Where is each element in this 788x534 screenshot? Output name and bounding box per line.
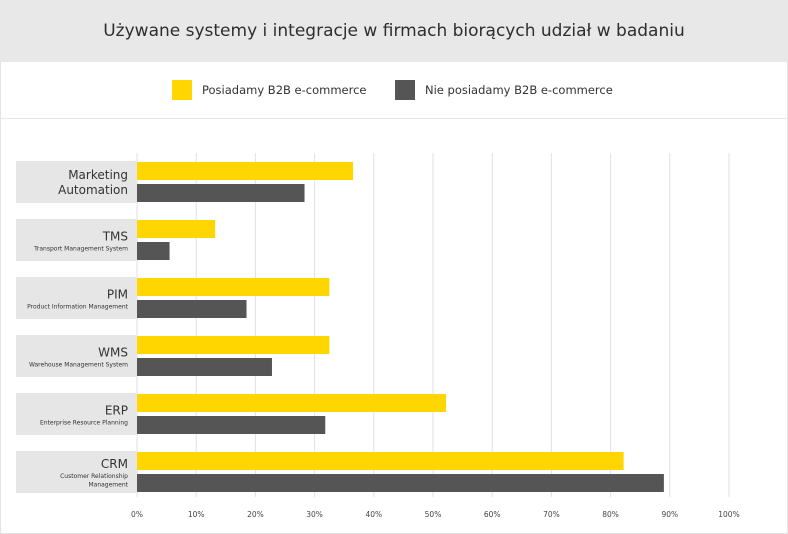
category-sublabel: Transport Management System	[33, 245, 128, 252]
x-tick-label: 80%	[602, 510, 619, 519]
title-bar: Używane systemy i integracje w firmach b…	[0, 0, 788, 62]
category-band	[16, 277, 137, 319]
chart-title: Używane systemy i integracje w firmach b…	[103, 21, 685, 41]
category-label: PIM	[107, 287, 128, 301]
category-sublabel: Enterprise Resource Planning	[40, 419, 128, 426]
bar-no-b2b	[137, 416, 326, 434]
category-band	[16, 393, 137, 435]
x-tick-label: 40%	[365, 510, 382, 519]
category-label: ERP	[105, 403, 128, 417]
bar-no-b2b	[137, 358, 272, 376]
x-tick-label: 0%	[131, 510, 143, 519]
legend-item-b2b: Posiadamy B2B e-commerce	[172, 80, 367, 100]
legend-swatch-b2b	[172, 80, 192, 100]
x-tick-label: 90%	[661, 510, 678, 519]
x-tick-label: 100%	[718, 510, 739, 519]
category-sublabel: Customer Relationship	[60, 473, 128, 480]
legend-label-no-b2b: Nie posiadamy B2B e-commerce	[425, 83, 613, 97]
x-tick-label: 60%	[484, 510, 501, 519]
x-tick-label: 70%	[543, 510, 560, 519]
category-sublabel: Product Information Management	[27, 303, 128, 310]
bar-no-b2b	[137, 184, 305, 202]
bar-no-b2b	[137, 242, 170, 260]
category-label: CRM	[101, 457, 128, 471]
legend-item-no-b2b: Nie posiadamy B2B e-commerce	[395, 80, 613, 100]
bar-no-b2b	[137, 474, 664, 492]
bar-b2b	[137, 394, 447, 412]
x-tick-label: 20%	[247, 510, 264, 519]
category-label: Marketing	[68, 168, 128, 182]
category-sublabel: Management	[88, 482, 128, 489]
bar-b2b	[137, 452, 624, 470]
legend: Posiadamy B2B e-commerce Nie posiadamy B…	[0, 62, 788, 119]
category-label: WMS	[98, 345, 128, 359]
bar-b2b	[137, 336, 330, 354]
x-tick-label: 10%	[188, 510, 205, 519]
category-band	[16, 219, 137, 261]
bar-b2b	[137, 162, 354, 180]
category-label: TMS	[102, 229, 128, 243]
bar-no-b2b	[137, 300, 247, 318]
x-tick-label: 30%	[306, 510, 323, 519]
category-label: Automation	[58, 183, 128, 197]
category-band	[16, 335, 137, 377]
bar-b2b	[137, 278, 330, 296]
bar-b2b	[137, 220, 216, 238]
x-tick-label: 50%	[425, 510, 442, 519]
legend-label-b2b: Posiadamy B2B e-commerce	[202, 83, 367, 97]
legend-swatch-no-b2b	[395, 80, 415, 100]
category-sublabel: Warehouse Management System	[29, 361, 128, 368]
category-band	[16, 451, 137, 493]
category-band	[16, 161, 137, 203]
